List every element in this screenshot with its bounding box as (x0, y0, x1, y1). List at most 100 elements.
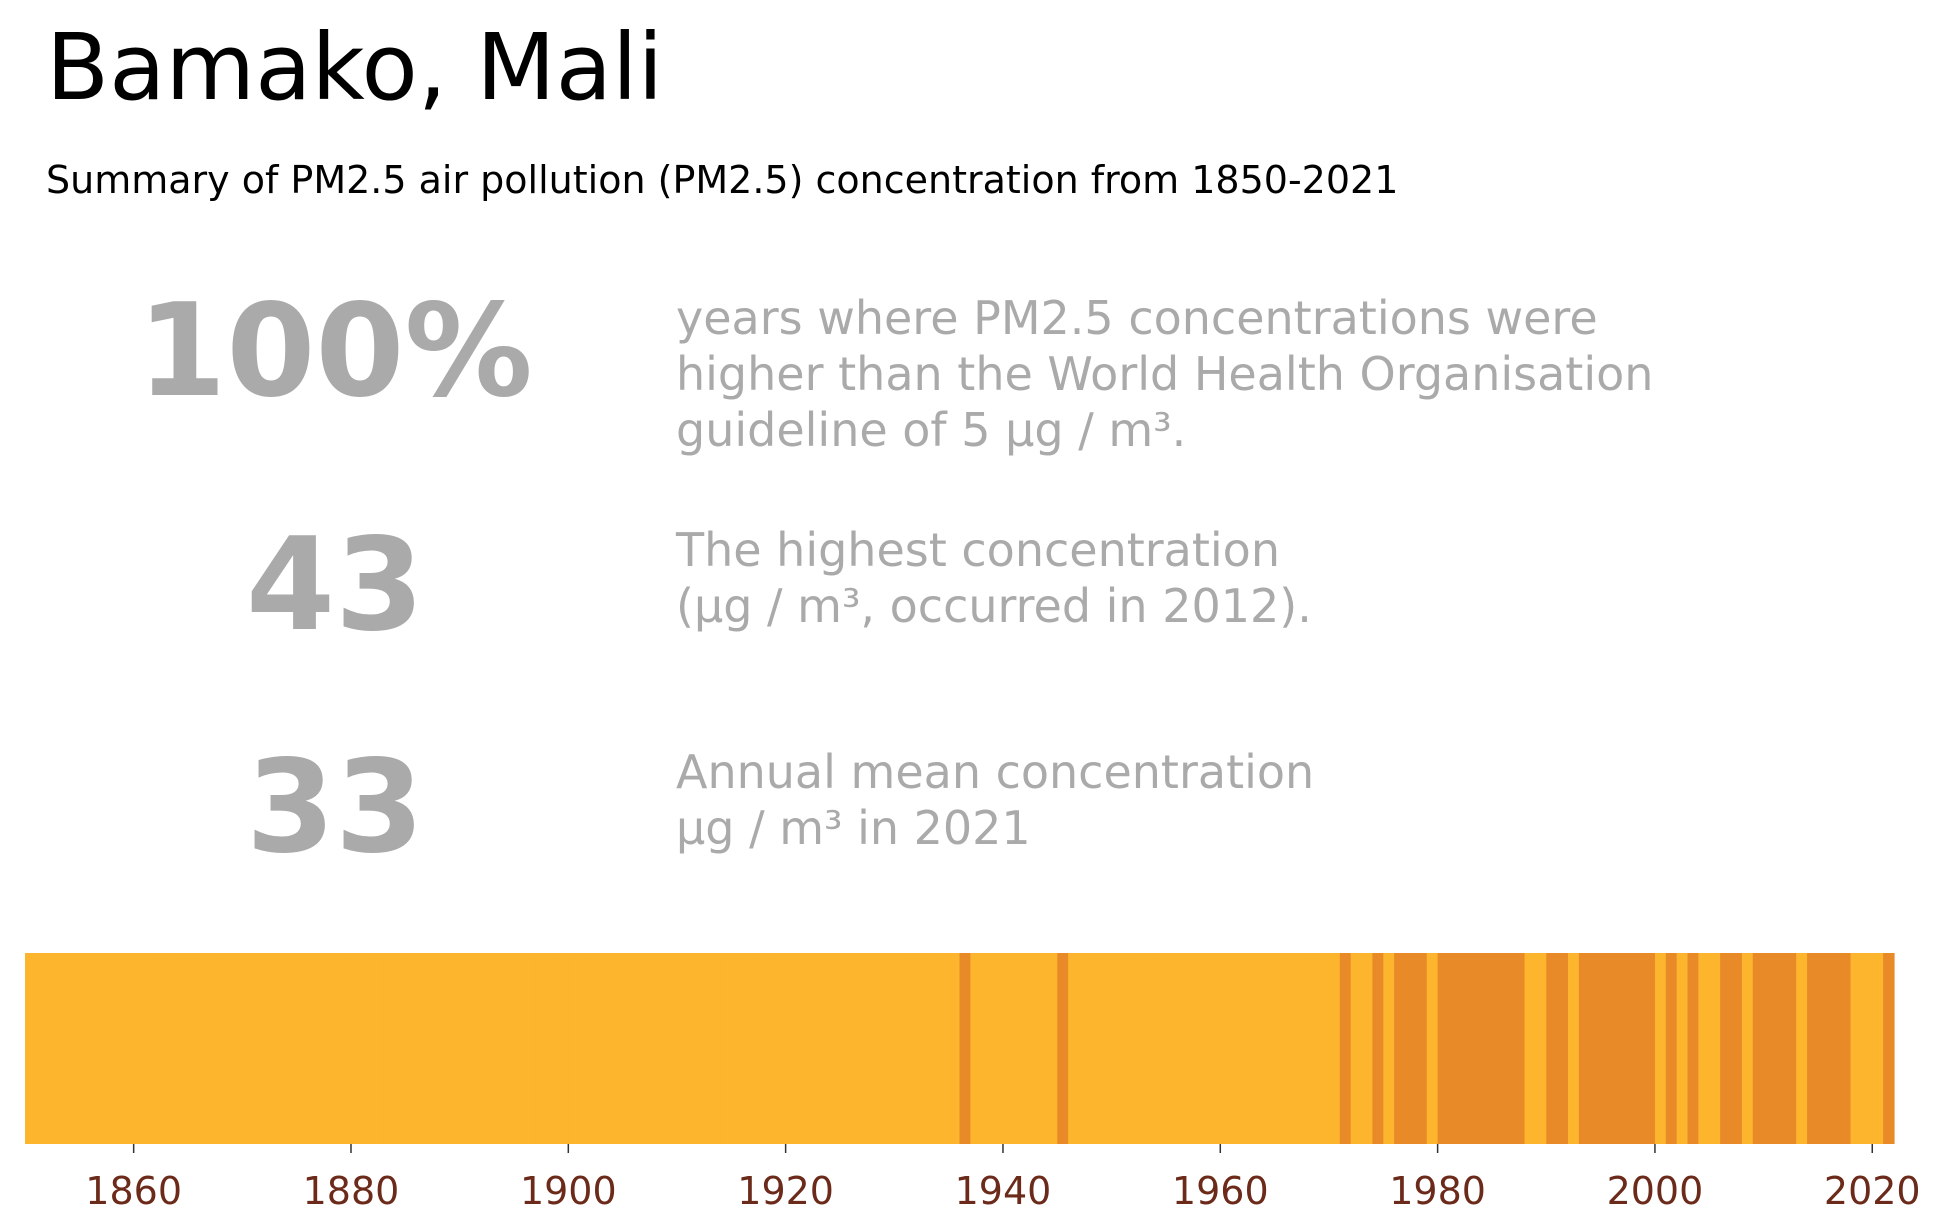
year-stripe-1972 (1350, 953, 1363, 1144)
x-tick-label: 1920 (737, 1169, 834, 1213)
year-stripe-1991 (1557, 953, 1569, 1144)
year-stripe-1876 (307, 953, 319, 1144)
year-stripe-2000 (1654, 953, 1667, 1144)
year-stripe-1943 (1035, 953, 1048, 1144)
year-stripe-1959 (1209, 953, 1221, 1144)
year-stripe-1857 (101, 953, 113, 1144)
year-stripe-1949 (1100, 953, 1113, 1144)
year-stripe-1950 (1111, 953, 1124, 1144)
year-stripe-1889 (448, 953, 461, 1144)
year-stripe-1856 (90, 953, 102, 1144)
year-stripe-1903 (600, 953, 613, 1144)
year-stripe-1955 (1165, 953, 1178, 1144)
year-stripe-1934 (937, 953, 950, 1144)
year-stripe-2005 (1709, 953, 1721, 1144)
year-stripe-1915 (731, 953, 743, 1144)
year-stripe-1977 (1405, 953, 1417, 1144)
year-stripe-1992 (1568, 953, 1580, 1144)
year-stripe-1957 (1187, 953, 1200, 1144)
year-stripe-1899 (557, 953, 569, 1144)
year-stripe-1947 (1079, 953, 1091, 1144)
x-tick-label: 1880 (303, 1169, 400, 1213)
year-stripe-1869 (231, 953, 243, 1144)
year-stripe-1951 (1122, 953, 1134, 1144)
year-stripe-2003 (1687, 953, 1700, 1144)
year-stripe-1968 (1307, 953, 1319, 1144)
year-stripe-1904 (611, 953, 624, 1144)
x-tick-label: 2000 (1607, 1169, 1704, 1213)
year-stripe-1855 (79, 953, 91, 1144)
year-stripe-1931 (905, 953, 917, 1144)
year-stripe-1852 (46, 953, 59, 1144)
year-stripe-1895 (513, 953, 526, 1144)
year-stripe-2019 (1861, 953, 1873, 1144)
year-stripe-1887 (427, 953, 439, 1144)
year-stripe-1999 (1644, 953, 1656, 1144)
year-stripe-1865 (187, 953, 200, 1144)
year-stripe-1919 (774, 953, 787, 1144)
year-stripe-1980 (1437, 953, 1450, 1144)
year-stripe-1891 (470, 953, 482, 1144)
stat-mean-value: 33 (245, 733, 425, 882)
x-tick-label: 1960 (1172, 1169, 1269, 1213)
year-stripe-1994 (1589, 953, 1602, 1144)
year-stripe-1916 (742, 953, 754, 1144)
year-stripe-1878 (329, 953, 341, 1144)
year-stripe-1864 (177, 953, 189, 1144)
stat-mean-description: Annual mean concentration µg / m³ in 202… (676, 744, 1314, 856)
year-stripe-1873 (274, 953, 287, 1144)
year-stripe-1935 (948, 953, 961, 1144)
year-stripe-1922 (807, 953, 819, 1144)
year-stripe-1956 (1176, 953, 1189, 1144)
year-stripe-1937 (970, 953, 982, 1144)
year-stripe-1859 (122, 953, 135, 1144)
year-stripe-1979 (1426, 953, 1439, 1144)
year-stripe-2020 (1872, 953, 1884, 1144)
year-stripe-1969 (1318, 953, 1330, 1144)
year-stripe-1912 (698, 953, 711, 1144)
stat-percent-value: 100% (137, 277, 533, 426)
year-stripe-1946 (1068, 953, 1080, 1144)
year-stripe-1911 (687, 953, 700, 1144)
year-stripe-1917 (753, 953, 765, 1144)
year-stripe-1866 (198, 953, 211, 1144)
year-stripe-1998 (1633, 953, 1645, 1144)
year-stripe-1987 (1513, 953, 1526, 1144)
year-stripe-1924 (829, 953, 841, 1144)
year-stripe-1995 (1600, 953, 1613, 1144)
year-stripe-1945 (1057, 953, 1069, 1144)
year-stripe-1973 (1361, 953, 1374, 1144)
year-stripe-1942 (1024, 953, 1037, 1144)
year-stripe-1862 (155, 953, 167, 1144)
year-stripe-1952 (1133, 953, 1145, 1144)
year-stripe-2018 (1850, 953, 1863, 1144)
year-stripe-1954 (1155, 953, 1167, 1144)
year-stripe-2010 (1763, 953, 1776, 1144)
stat-max-description: The highest concentration (µg / m³, occu… (676, 522, 1312, 634)
year-stripe-1894 (503, 953, 515, 1144)
year-stripe-1960 (1220, 953, 1232, 1144)
stat-max-line: The highest concentration (676, 523, 1280, 577)
year-stripe-1962 (1242, 953, 1254, 1144)
year-stripe-1884 (394, 953, 406, 1144)
page-title: Bamako, Mali (46, 14, 664, 121)
year-stripe-1880 (350, 953, 363, 1144)
stripes-layer (25, 953, 1895, 1144)
stat-percent-line: higher than the World Health Organisatio… (676, 347, 1654, 401)
year-stripe-1885 (405, 953, 417, 1144)
year-stripe-1918 (763, 953, 776, 1144)
year-stripe-1853 (57, 953, 70, 1144)
year-stripe-1923 (818, 953, 830, 1144)
year-stripe-1914 (720, 953, 732, 1144)
year-stripe-1886 (416, 953, 428, 1144)
x-tick-label: 2020 (1824, 1169, 1921, 1213)
stat-max-line: (µg / m³, occurred in 2012). (676, 579, 1312, 633)
year-stripe-1983 (1470, 953, 1482, 1144)
year-stripe-1939 (992, 953, 1004, 1144)
year-stripe-1877 (318, 953, 330, 1144)
year-stripe-1897 (535, 953, 548, 1144)
year-stripe-1907 (644, 953, 656, 1144)
year-stripe-1936 (959, 953, 971, 1144)
year-stripe-1909 (666, 953, 678, 1144)
year-stripe-2001 (1665, 953, 1678, 1144)
